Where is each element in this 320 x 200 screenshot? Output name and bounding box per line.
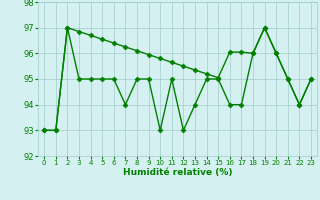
X-axis label: Humidité relative (%): Humidité relative (%) [123, 168, 232, 177]
